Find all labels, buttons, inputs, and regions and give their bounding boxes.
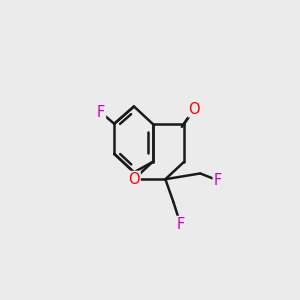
Text: F: F (97, 105, 105, 120)
Text: O: O (188, 101, 200, 116)
Text: F: F (176, 217, 184, 232)
Text: O: O (128, 172, 140, 187)
Text: F: F (214, 173, 222, 188)
